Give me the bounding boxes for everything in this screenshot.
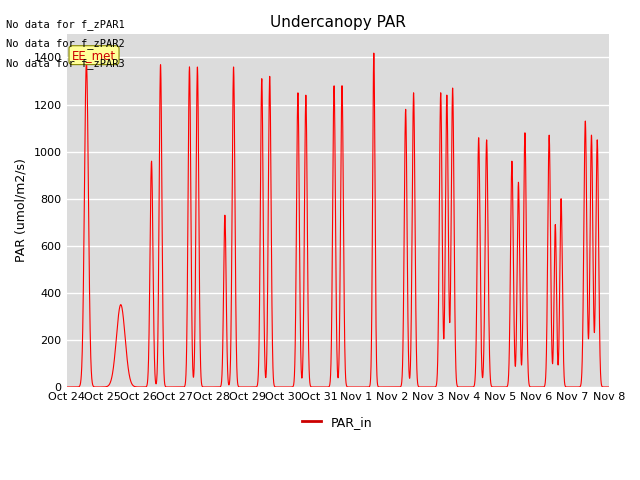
Title: Undercanopy PAR: Undercanopy PAR — [269, 15, 406, 30]
Text: No data for f_zPAR3: No data for f_zPAR3 — [6, 58, 125, 69]
Y-axis label: PAR (umol/m2/s): PAR (umol/m2/s) — [15, 158, 28, 263]
Text: No data for f_zPAR2: No data for f_zPAR2 — [6, 38, 125, 49]
Text: EE_met: EE_met — [72, 48, 116, 61]
Legend: PAR_in: PAR_in — [298, 411, 378, 434]
Text: No data for f_zPAR1: No data for f_zPAR1 — [6, 19, 125, 30]
